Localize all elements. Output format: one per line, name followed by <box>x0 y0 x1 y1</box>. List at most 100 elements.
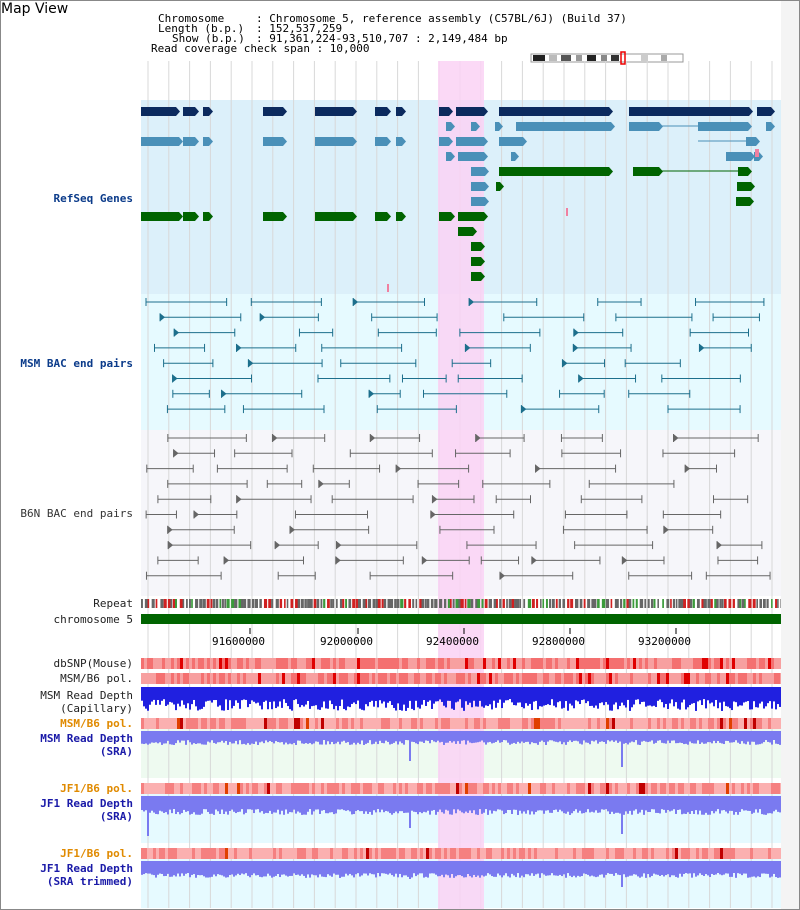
jf1-trim-depth-bar <box>441 861 443 875</box>
msm-capillary-depth-bar <box>293 687 295 701</box>
jf1-trim-depth-bar <box>171 861 173 877</box>
gene-exon <box>511 152 515 161</box>
msm-sra-depth-bar <box>421 731 423 742</box>
repeat-element <box>728 599 732 608</box>
msm-b6-pol-strip-sra <box>153 718 156 729</box>
msm-sra-depth-bar <box>179 731 181 743</box>
jf1-b6-pol-strip <box>651 783 654 794</box>
jf1-trim-depth-bar <box>281 861 283 875</box>
track-label-dbsnp[interactable]: dbSNP(Mouse) <box>53 657 133 670</box>
msm-sra-depth-bar <box>307 731 309 744</box>
track-label-msm-b6-pol-2[interactable]: MSM/B6 pol. <box>60 717 133 730</box>
jf1-sra-depth-bar <box>141 796 143 811</box>
jf1-trim-depth-bar <box>753 861 755 877</box>
msm-bac-pair-arrow <box>469 298 475 306</box>
msm-capillary-depth-bar <box>713 687 715 707</box>
msm-b6-pol-strip-sra <box>681 718 684 729</box>
msm-capillary-depth-bar <box>295 687 297 700</box>
repeat-element <box>251 599 255 608</box>
msm-b6-pol-strip-sra <box>360 718 363 729</box>
msm-b6-pol-strip-sra <box>213 718 216 729</box>
msm-b6-pol-strip <box>195 673 198 684</box>
track-label-jf1-read-depth-sra[interactable]: JF1 Read Depth (SRA) <box>40 797 133 823</box>
jf1-trim-depth-bar <box>537 861 539 874</box>
msm-b6-pol-strip-sra <box>531 718 534 729</box>
msm-b6-pol-strip-sra <box>612 718 615 729</box>
msm-sra-depth-bar <box>209 731 211 743</box>
msm-sra-depth-bar <box>175 731 177 744</box>
dbsnp-strip <box>222 658 225 669</box>
msm-b6-pol-strip-sra <box>729 718 732 729</box>
msm-sra-depth-bar <box>419 731 421 742</box>
msm-capillary-depth-bar <box>335 687 337 706</box>
dbsnp-strip <box>429 658 432 669</box>
track-label-b6n-bac[interactable]: B6N BAC end pairs <box>20 507 133 520</box>
dbsnp-strip <box>543 658 546 669</box>
jf1-trim-depth-bar <box>761 861 763 874</box>
msm-sra-depth-bar <box>299 731 301 741</box>
jf1-sra-depth-bar <box>645 796 647 811</box>
msm-b6-pol-strip <box>291 673 294 684</box>
msm-capillary-depth-bar <box>573 687 575 709</box>
jf1-sra-depth-bar <box>365 796 367 812</box>
track-label-msm-read-depth-sra[interactable]: MSM Read Depth (SRA) <box>40 732 133 758</box>
jf1-b6-pol-strip <box>252 783 255 794</box>
jf1-b6-pol-strip <box>198 783 201 794</box>
msm-b6-pol-strip-sra <box>690 718 693 729</box>
msm-b6-pol-strip <box>177 673 180 684</box>
track-label-repeat[interactable]: Repeat <box>93 597 133 610</box>
msm-capillary-depth-bar <box>547 687 549 705</box>
track-label-jf1-b6-pol-1[interactable]: JF1/B6 pol. <box>60 782 133 795</box>
msm-capillary-depth-bar <box>565 687 567 702</box>
msm-sra-depth-bar <box>479 731 481 742</box>
jf1-b6-pol-strip-trim <box>447 848 450 859</box>
track-label-jf1-b6-pol-2[interactable]: JF1/B6 pol. <box>60 847 133 860</box>
msm-capillary-depth-bar <box>737 687 739 707</box>
track-label-msm-b6-pol-1[interactable]: MSM/B6 pol. <box>60 672 133 685</box>
msm-b6-pol-strip <box>390 673 393 684</box>
msm-sra-depth-bar <box>715 731 717 744</box>
msm-sra-depth-bar <box>405 731 407 741</box>
msm-sra-depth-bar <box>251 731 253 744</box>
jf1-b6-pol-strip <box>219 783 222 794</box>
repeat-element <box>710 599 713 608</box>
dbsnp-strip <box>375 658 378 669</box>
msm-b6-pol-strip-sra <box>267 718 270 729</box>
msm-b6-pol-strip <box>513 673 516 684</box>
msm-capillary-depth-bar <box>395 687 397 711</box>
msm-capillary-depth-bar <box>553 687 555 706</box>
msm-b6-pol-strip <box>321 673 324 684</box>
jf1-sra-depth-bar <box>189 796 191 815</box>
msm-sra-depth-bar <box>291 731 293 745</box>
msm-b6-pol-strip-sra <box>669 718 672 729</box>
track-label-msm-bac[interactable]: MSM BAC end pairs <box>20 357 133 370</box>
jf1-trim-depth-bar <box>211 861 213 877</box>
msm-sra-depth-bar <box>191 731 193 745</box>
dbsnp-strip <box>654 658 657 669</box>
jf1-trim-depth-bar <box>159 861 161 874</box>
jf1-trim-depth-bar <box>241 861 243 874</box>
msm-bac-pair-arrow <box>578 374 584 383</box>
jf1-b6-pol-strip-trim <box>432 848 435 859</box>
msm-sra-depth-bar <box>157 731 159 744</box>
msm-b6-pol-strip <box>315 673 318 684</box>
msm-capillary-depth-bar <box>485 687 487 706</box>
msm-capillary-depth-bar <box>663 687 665 708</box>
msm-b6-pol-strip <box>669 673 672 684</box>
msm-sra-depth-bar <box>575 731 577 741</box>
dbsnp-strip <box>282 658 285 669</box>
dbsnp-strip <box>639 658 642 669</box>
track-label-msm-read-depth-capillary[interactable]: MSM Read Depth (Capillary) <box>40 689 133 715</box>
msm-capillary-depth-bar <box>749 687 751 710</box>
track-label-chromosome[interactable]: chromosome 5 <box>53 613 133 626</box>
track-label-jf1-read-depth-trimmed[interactable]: JF1 Read Depth (SRA trimmed) <box>40 862 133 888</box>
axis-tick-label: 91600000 <box>212 635 265 648</box>
msm-b6-pol-strip <box>642 673 645 684</box>
jf1-sra-depth-bar <box>229 796 231 812</box>
jf1-b6-pol-strip <box>765 783 768 794</box>
jf1-trim-depth-bar <box>309 861 311 878</box>
msm-b6-pol-strip-sra <box>675 718 678 729</box>
msm-b6-pol-strip-sra <box>522 718 525 729</box>
track-label-refseq[interactable]: RefSeq Genes <box>53 192 133 205</box>
